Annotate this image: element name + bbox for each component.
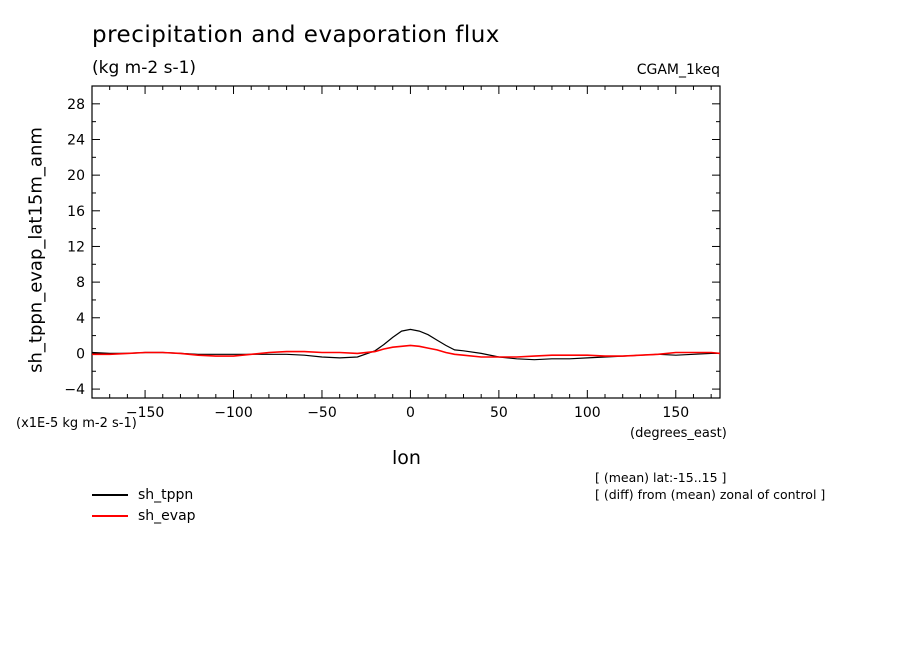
x-tick-label: 100 — [574, 405, 601, 421]
x-axis-label: lon — [392, 447, 421, 469]
x-tick-label: −150 — [126, 405, 164, 421]
chart-units: (kg m-2 s-1) — [92, 58, 197, 78]
y-tick-label: 8 — [76, 275, 85, 291]
legend-swatch-tppn — [92, 494, 128, 496]
plot-frame — [91, 85, 721, 399]
y-tick-label: 20 — [67, 168, 85, 184]
y-tick-label: 24 — [67, 132, 85, 148]
legend-label-tppn: sh_tppn — [138, 487, 194, 503]
chart-title: precipitation and evaporation flux — [92, 22, 500, 48]
legend-item-tppn: sh_tppn — [92, 486, 193, 504]
legend-item-evap: sh_evap — [92, 507, 196, 525]
legend-swatch-evap — [92, 515, 128, 517]
run-name: CGAM_1keq — [636, 62, 720, 78]
y-tick-label: 12 — [67, 239, 85, 255]
y-tick-label: 4 — [76, 311, 85, 327]
legend-label-evap: sh_evap — [138, 508, 196, 524]
y-tick-label: 28 — [67, 97, 85, 113]
x-tick-label: −100 — [214, 405, 252, 421]
difference-note: [ (diff) from (mean) zonal of control ] — [595, 487, 826, 502]
averaging-note: [ (mean) lat:-15..15 ] — [595, 470, 727, 485]
x-tick-label: 150 — [662, 405, 689, 421]
y-tick-label: 0 — [76, 346, 85, 362]
y-tick-label: 16 — [67, 204, 85, 220]
x-tick-label: 0 — [406, 405, 415, 421]
x-units-note: (degrees_east) — [630, 426, 727, 441]
x-tick-label: −50 — [307, 405, 337, 421]
y-scale-note: (x1E-5 kg m-2 s-1) — [16, 416, 137, 431]
y-tick-label: −4 — [64, 382, 85, 398]
x-tick-label: 50 — [490, 405, 508, 421]
series-line-sh-evap — [92, 344, 721, 358]
